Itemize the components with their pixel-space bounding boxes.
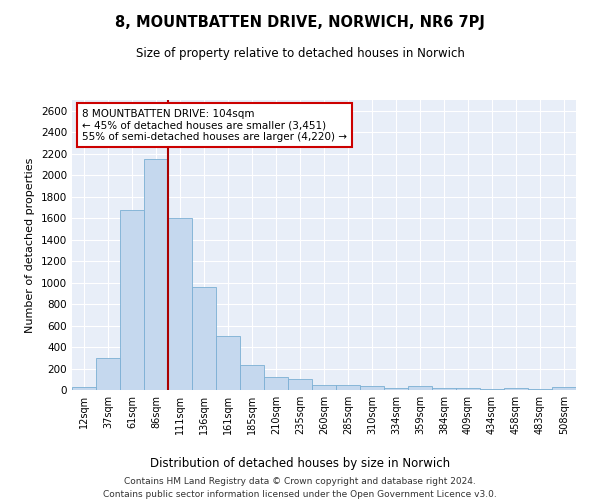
Bar <box>552 388 576 390</box>
Bar <box>432 388 456 390</box>
Bar <box>408 386 432 390</box>
Bar <box>504 388 528 390</box>
Bar <box>456 388 480 390</box>
Y-axis label: Number of detached properties: Number of detached properties <box>25 158 35 332</box>
Text: Size of property relative to detached houses in Norwich: Size of property relative to detached ho… <box>136 48 464 60</box>
Bar <box>384 388 408 390</box>
Bar <box>192 287 216 390</box>
Text: 8 MOUNTBATTEN DRIVE: 104sqm
← 45% of detached houses are smaller (3,451)
55% of : 8 MOUNTBATTEN DRIVE: 104sqm ← 45% of det… <box>82 108 347 142</box>
Bar <box>216 336 240 390</box>
Bar <box>480 389 504 390</box>
Bar <box>120 210 144 390</box>
Bar <box>312 384 336 390</box>
Bar <box>264 376 288 390</box>
Bar <box>72 388 96 390</box>
Bar <box>288 380 312 390</box>
Bar <box>168 218 192 390</box>
Bar <box>144 159 168 390</box>
Text: Distribution of detached houses by size in Norwich: Distribution of detached houses by size … <box>150 458 450 470</box>
Bar <box>360 386 384 390</box>
Bar <box>96 358 120 390</box>
Text: 8, MOUNTBATTEN DRIVE, NORWICH, NR6 7PJ: 8, MOUNTBATTEN DRIVE, NORWICH, NR6 7PJ <box>115 15 485 30</box>
Bar <box>336 384 360 390</box>
Bar <box>240 365 264 390</box>
Text: Contains HM Land Registry data © Crown copyright and database right 2024.: Contains HM Land Registry data © Crown c… <box>124 478 476 486</box>
Text: Contains public sector information licensed under the Open Government Licence v3: Contains public sector information licen… <box>103 490 497 499</box>
